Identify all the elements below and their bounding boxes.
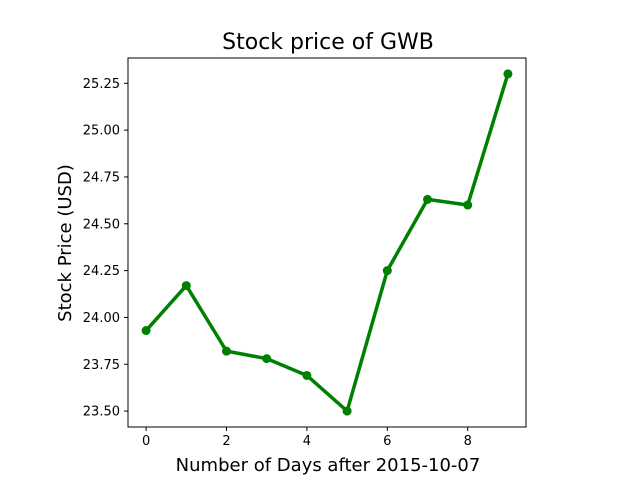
y-tick-label: 24.00: [83, 311, 120, 326]
series-line: [144, 72, 510, 413]
data-series: [141, 69, 513, 416]
data-point: [382, 266, 392, 276]
y-tick-label: 25.00: [83, 124, 120, 139]
x-tick-label: 8: [464, 434, 472, 449]
x-tick-label: 4: [303, 434, 311, 449]
y-tick-label: 24.25: [83, 264, 120, 279]
y-tick-label: 23.75: [83, 358, 120, 373]
x-tick-label: 0: [142, 434, 150, 449]
data-point: [221, 346, 231, 356]
data-point: [141, 326, 151, 336]
data-point: [463, 200, 473, 210]
data-point: [342, 406, 352, 416]
data-point: [181, 281, 191, 291]
chart-title: Stock price of GWB: [222, 30, 434, 55]
y-tick-label: 23.50: [83, 405, 120, 420]
y-tick-label: 25.25: [83, 77, 120, 92]
x-axis-label: Number of Days after 2015-10-07: [176, 455, 481, 476]
data-point: [503, 69, 513, 79]
data-point: [302, 370, 312, 380]
y-tick-label: 24.75: [83, 170, 120, 185]
y-tick-label: 24.50: [83, 217, 120, 232]
data-point: [262, 354, 272, 364]
axis-ticks: 0 2 4 6 8 23.50 23.75 24.00 24.25 24.50 24.75 25.00…: [83, 77, 472, 449]
x-tick-label: 6: [383, 434, 391, 449]
y-axis-label: Stock Price (USD): [55, 164, 76, 322]
x-tick-label: 2: [222, 434, 230, 449]
data-point: [423, 194, 433, 204]
plot-area-frame: [127, 57, 527, 428]
